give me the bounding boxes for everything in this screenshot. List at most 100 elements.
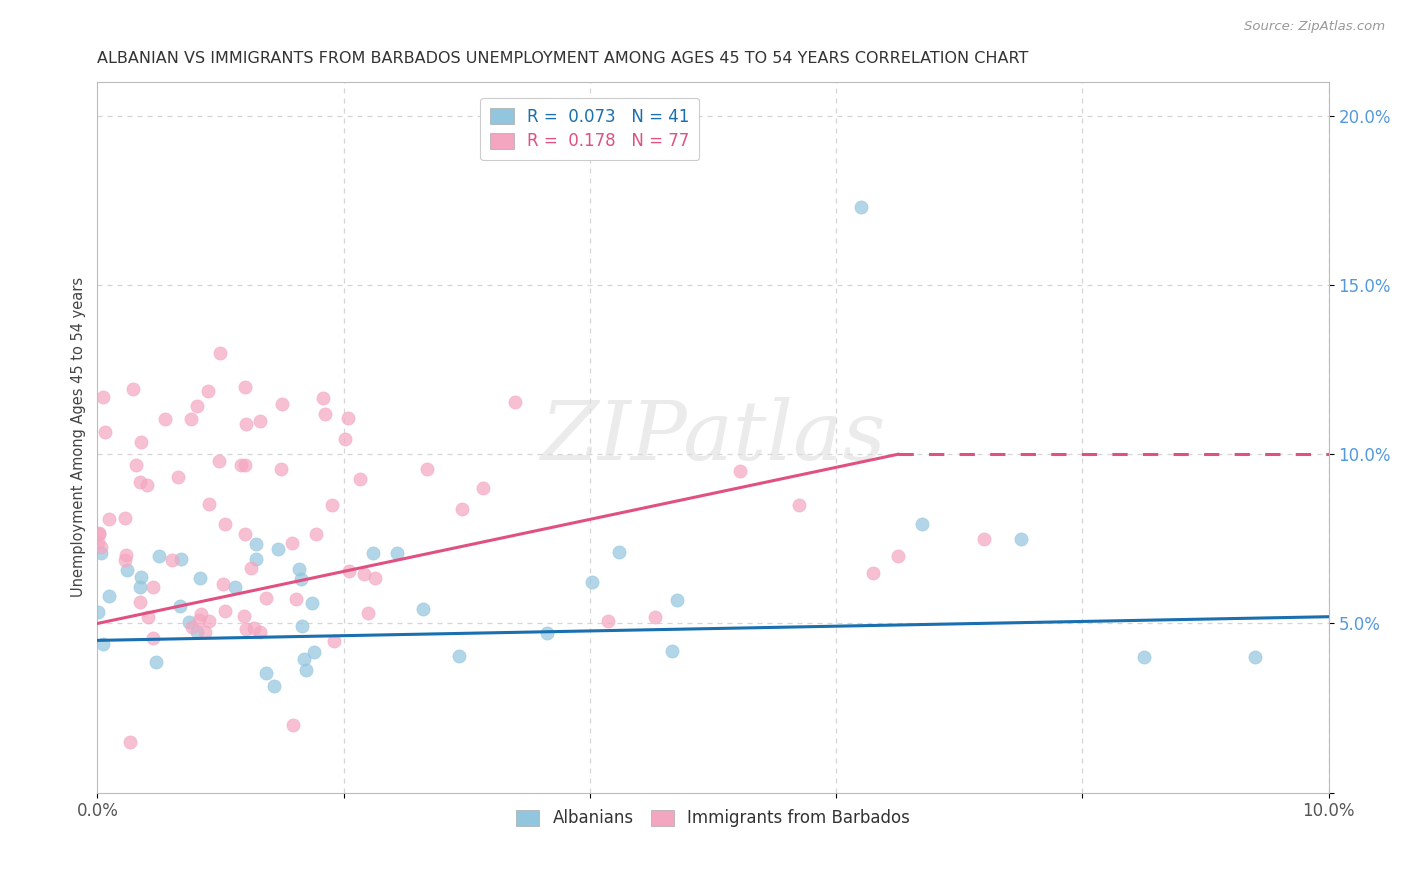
Point xyxy=(142,580,165,594)
Point xyxy=(194,624,217,639)
Point xyxy=(416,462,439,476)
Point xyxy=(186,624,208,639)
Point xyxy=(212,576,235,591)
Point xyxy=(256,665,278,680)
Point xyxy=(249,414,271,428)
Point xyxy=(93,425,115,439)
Point xyxy=(186,399,208,413)
Point xyxy=(233,379,256,393)
Point xyxy=(292,652,315,666)
Point xyxy=(239,560,262,574)
Point xyxy=(114,553,136,567)
Point xyxy=(887,549,910,563)
Point xyxy=(122,382,145,396)
Point xyxy=(90,546,112,560)
Point xyxy=(129,595,152,609)
Point xyxy=(314,408,336,422)
Point xyxy=(385,546,408,560)
Point xyxy=(245,537,267,551)
Point xyxy=(129,570,152,584)
Point xyxy=(224,580,246,594)
Point xyxy=(288,562,311,576)
Point xyxy=(353,567,375,582)
Point xyxy=(214,603,236,617)
Point xyxy=(911,517,934,532)
Point xyxy=(229,458,252,472)
Point xyxy=(301,596,323,610)
Point xyxy=(598,614,620,628)
Point xyxy=(280,536,302,550)
Point xyxy=(321,498,343,512)
Legend: Albanians, Immigrants from Barbados: Albanians, Immigrants from Barbados xyxy=(509,803,917,834)
Point xyxy=(235,417,257,431)
Point xyxy=(349,472,371,486)
Point xyxy=(337,411,360,425)
Point xyxy=(312,391,335,405)
Point xyxy=(136,478,159,492)
Point xyxy=(129,475,152,490)
Point xyxy=(197,384,219,398)
Point xyxy=(148,549,170,563)
Point xyxy=(129,435,152,450)
Point xyxy=(188,570,211,584)
Point xyxy=(142,631,165,645)
Point xyxy=(87,606,110,620)
Point xyxy=(245,552,267,566)
Point xyxy=(1244,650,1267,665)
Point xyxy=(665,593,688,607)
Point xyxy=(285,592,308,607)
Point xyxy=(862,566,884,580)
Point xyxy=(129,580,152,594)
Point xyxy=(167,470,190,484)
Point xyxy=(254,591,277,606)
Point xyxy=(233,526,256,541)
Point xyxy=(190,607,212,622)
Point xyxy=(787,498,810,512)
Y-axis label: Unemployment Among Ages 45 to 54 years: Unemployment Among Ages 45 to 54 years xyxy=(72,277,86,598)
Point xyxy=(644,610,666,624)
Point xyxy=(302,645,325,659)
Point xyxy=(536,625,558,640)
Point xyxy=(661,643,683,657)
Point xyxy=(98,589,121,603)
Point xyxy=(503,395,526,409)
Point xyxy=(1010,532,1032,546)
Point xyxy=(607,545,630,559)
Point xyxy=(412,601,434,615)
Point xyxy=(243,621,266,635)
Point xyxy=(160,553,183,567)
Point xyxy=(357,606,380,620)
Point xyxy=(472,482,495,496)
Point xyxy=(181,619,204,633)
Point xyxy=(153,411,176,425)
Point xyxy=(87,534,110,549)
Point xyxy=(249,624,271,639)
Point xyxy=(323,634,346,648)
Point xyxy=(450,502,472,516)
Point xyxy=(270,461,292,475)
Point xyxy=(169,599,191,613)
Point xyxy=(281,718,304,732)
Point xyxy=(120,735,142,749)
Point xyxy=(180,411,202,425)
Text: ZIPatlas: ZIPatlas xyxy=(540,398,886,477)
Point xyxy=(973,532,995,546)
Point xyxy=(114,510,136,524)
Point xyxy=(177,615,200,629)
Point xyxy=(214,516,236,531)
Point xyxy=(291,618,314,632)
Point xyxy=(97,512,120,526)
Text: Source: ZipAtlas.com: Source: ZipAtlas.com xyxy=(1244,20,1385,33)
Point xyxy=(91,390,114,404)
Point xyxy=(263,679,285,693)
Point xyxy=(290,573,312,587)
Point xyxy=(115,563,138,577)
Point xyxy=(728,464,751,478)
Point xyxy=(188,613,211,627)
Point xyxy=(581,574,603,589)
Point xyxy=(271,396,294,410)
Point xyxy=(209,346,232,360)
Point xyxy=(207,454,229,468)
Point xyxy=(305,526,328,541)
Point xyxy=(170,552,193,566)
